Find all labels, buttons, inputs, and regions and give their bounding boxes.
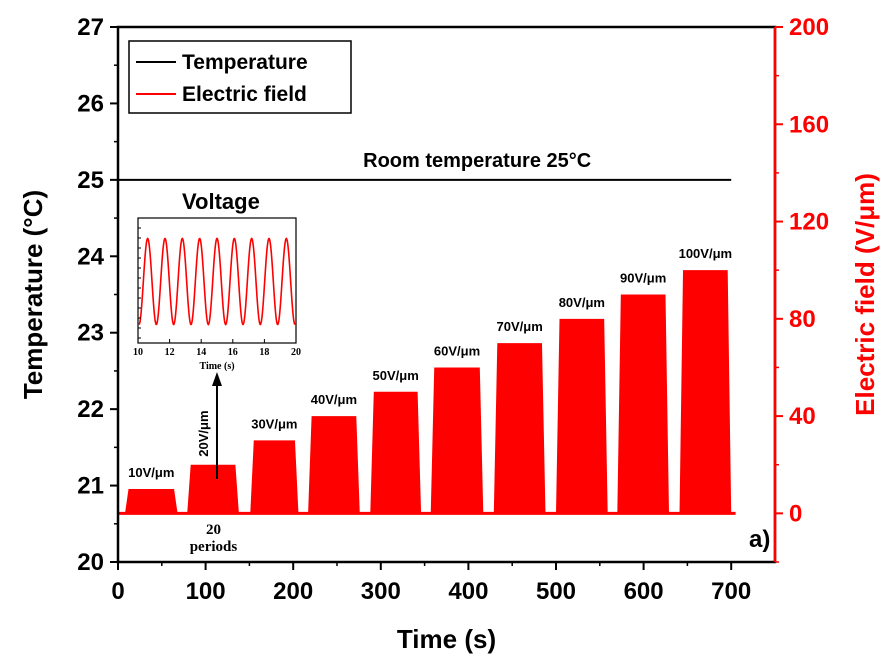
- x-tick-label: 500: [536, 578, 576, 605]
- electric-field-pulses: 10V/μm 20V/μm 30V/μm 40V/μm 50V/μm 60V/μm 70V/…: [118, 246, 736, 515]
- left-tick-label: 22: [77, 396, 104, 423]
- electric-field-pulse: [556, 318, 608, 514]
- left-tick-label: 20: [77, 549, 104, 576]
- panel-label: a): [749, 526, 770, 553]
- left-tick-label: 25: [77, 167, 104, 194]
- inset-title: Voltage: [182, 189, 260, 214]
- inset-pointer-arrow: [211, 372, 222, 479]
- electric-field-pulse: [308, 416, 360, 514]
- legend-label-electric-field: Electric field: [182, 83, 307, 106]
- right-tick-label: 120: [789, 209, 829, 236]
- x-tick-label: 200: [273, 578, 313, 605]
- pulse-label: 100V/μm: [679, 246, 733, 261]
- x-tick-label: 400: [448, 578, 488, 605]
- inset-x-tick-label: 18: [259, 347, 269, 358]
- voltage-inset: 10 12 14 16 18 20 Voltage Time (s): [133, 189, 301, 372]
- electric-field-pulse: [679, 270, 732, 514]
- room-temperature-annotation: Room temperature 25°C: [363, 150, 591, 172]
- x-tick-label: 100: [186, 578, 226, 605]
- right-tick-label: 80: [789, 306, 816, 333]
- electric-field-pulse: [370, 391, 422, 514]
- electric-field-pulse: [125, 489, 178, 514]
- pulse-label: 10V/μm: [128, 465, 174, 480]
- inset-voltage-wave: [138, 237, 296, 326]
- right-tick-label: 200: [789, 14, 829, 41]
- periods-annotation-number: 20: [206, 522, 221, 538]
- inset-x-tick-label: 10: [133, 347, 143, 358]
- electric-field-pulse: [187, 464, 239, 514]
- right-tick-label: 0: [789, 500, 802, 527]
- pulse-label: 50V/μm: [373, 368, 419, 383]
- legend-label-temperature: Temperature: [182, 51, 308, 74]
- left-axis-label: Temperature (°C): [18, 190, 48, 399]
- legend: Temperature Electric field: [128, 40, 352, 114]
- inset-frame: [137, 217, 297, 344]
- pulse-label: 40V/μm: [311, 392, 357, 407]
- periods-annotation-word: periods: [190, 539, 238, 555]
- inset-x-ticks: 10 12 14 16 18 20: [133, 227, 301, 358]
- inset-x-axis-label: Time (s): [199, 361, 234, 372]
- left-tick-label: 21: [77, 473, 104, 500]
- x-tick-label: 700: [711, 578, 751, 605]
- right-tick-label: 40: [789, 403, 816, 430]
- electric-field-pulse: [493, 343, 546, 514]
- inset-x-tick-label: 16: [228, 347, 238, 358]
- left-tick-label: 27: [77, 14, 104, 41]
- right-axis-ticks: 0 40 80 120 160 200: [775, 14, 829, 563]
- left-tick-label: 26: [77, 90, 104, 117]
- pulse-label: 30V/μm: [251, 416, 297, 431]
- x-axis-ticks: 0 100 200 300 400 500 600 700: [111, 562, 751, 605]
- pulse-label: 70V/μm: [497, 319, 543, 334]
- pulse-label: 60V/μm: [434, 343, 480, 358]
- inset-x-tick-label: 20: [291, 347, 301, 358]
- left-tick-label: 23: [77, 320, 104, 347]
- x-axis-label: Time (s): [397, 624, 496, 654]
- inset-x-tick-label: 12: [165, 347, 175, 358]
- right-axis-label: Electric field (V/μm): [850, 173, 880, 416]
- pulse-label: 80V/μm: [559, 295, 605, 310]
- left-axis-ticks: 20 21 22 23 24 25 26 27: [77, 14, 118, 576]
- pulse-label: 20V/μm: [196, 410, 211, 456]
- legend-box: [128, 40, 352, 114]
- inset-x-tick-label: 14: [196, 347, 206, 358]
- electric-field-pulse: [617, 294, 670, 514]
- electric-field-pulse: [250, 440, 299, 514]
- electric-field-pulse: [430, 367, 484, 514]
- right-tick-label: 160: [789, 111, 829, 138]
- left-tick-label: 24: [77, 243, 104, 270]
- x-tick-label: 600: [624, 578, 664, 605]
- x-tick-label: 0: [111, 578, 124, 605]
- arrow-head: [211, 372, 222, 386]
- x-tick-label: 300: [361, 578, 401, 605]
- pulse-label: 90V/μm: [620, 271, 666, 286]
